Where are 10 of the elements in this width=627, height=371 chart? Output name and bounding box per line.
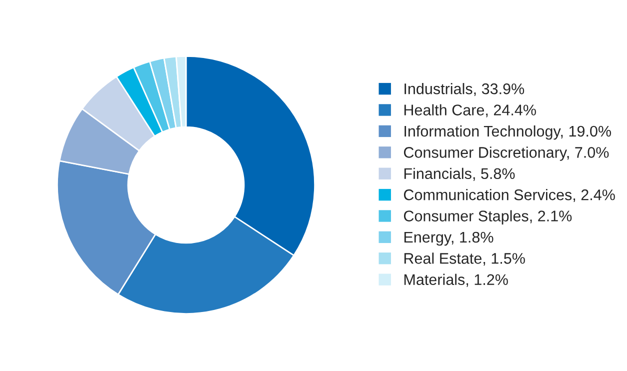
legend-label: Financials, 5.8% [404, 168, 515, 181]
legend-label: Health Care, 24.4% [404, 104, 536, 118]
legend-label: Industrials, 33.9% [404, 83, 524, 96]
legend-label: Consumer Discretionary, 7.0% [404, 146, 609, 161]
legend-label: Real Estate, 1.5% [404, 252, 525, 266]
legend-label: Communication Services, 2.4% [404, 189, 615, 202]
legend-label: Consumer Staples, 2.1% [404, 210, 572, 224]
legend-label: Energy, 1.8% [404, 232, 494, 246]
legend-label: Materials, 1.2% [404, 274, 508, 287]
legend-label: Information Technology, 19.0% [404, 125, 612, 140]
